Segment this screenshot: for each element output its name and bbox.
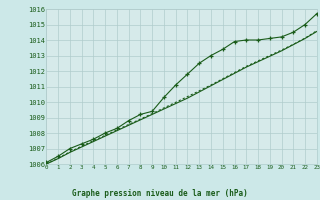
- Text: Graphe pression niveau de la mer (hPa): Graphe pression niveau de la mer (hPa): [72, 189, 248, 198]
